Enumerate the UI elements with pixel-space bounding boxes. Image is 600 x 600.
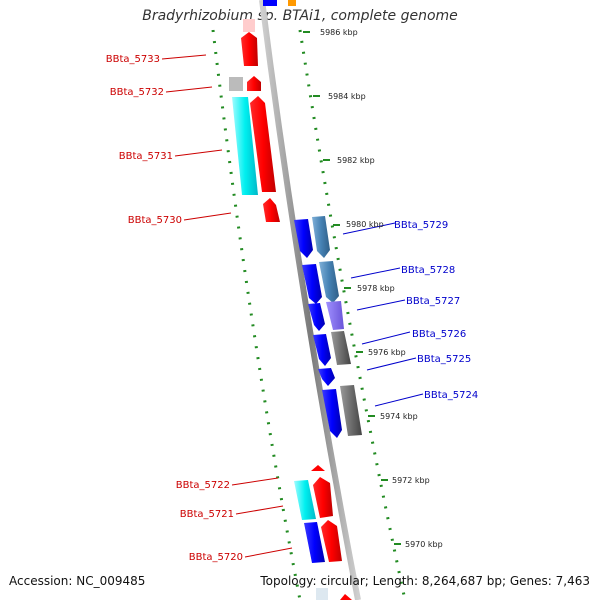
gene-label-bbta-5729: BBta_5729 xyxy=(394,220,448,231)
gene-bbta-5720 xyxy=(321,520,342,562)
gene-label-bbta-5722: BBta_5722 xyxy=(176,480,230,491)
gene-label-bbta-5732: BBta_5732 xyxy=(110,87,164,98)
gene-label-bbta-5733: BBta_5733 xyxy=(106,54,160,65)
gene-label-bbta-5727: BBta_5727 xyxy=(406,296,460,307)
tick-label: 5976 kbp xyxy=(368,348,406,357)
gene-label-bbta-5728: BBta_5728 xyxy=(401,265,455,276)
tick-label: 5974 kbp xyxy=(380,412,418,421)
gene-bbta-5726 xyxy=(331,331,351,365)
forward-strand-genes xyxy=(294,216,362,438)
gene-label-bbta-5721: BBta_5721 xyxy=(180,509,234,520)
gene-bbta-5728 xyxy=(319,261,339,303)
forward-gene-labels: BBta_5729 BBta_5728 BBta_5727 BBta_5726 … xyxy=(394,220,478,401)
gene-label-bbta-5726: BBta_5726 xyxy=(412,329,466,340)
accession-text: Accession: NC_009485 xyxy=(9,574,146,588)
gene-bottom-red xyxy=(340,594,352,600)
reverse-gene-labels: BBta_5733 BBta_5732 BBta_5731 BBta_5730 … xyxy=(106,54,243,563)
tick-label: 5982 kbp xyxy=(337,156,375,165)
leader-lines xyxy=(161,54,424,558)
gene-label-bbta-5731: BBta_5731 xyxy=(119,151,173,162)
gene-blue-2 xyxy=(302,264,322,304)
reverse-strand-genes xyxy=(229,19,352,600)
topology-text: Topology: circular; Length: 8,264,687 bp… xyxy=(260,574,590,588)
tick-labels: 5986 kbp 5984 kbp 5982 kbp 5980 kbp 5978… xyxy=(320,28,443,549)
gene-blue-4 xyxy=(313,334,331,366)
gene-label-bbta-5725: BBta_5725 xyxy=(417,354,471,365)
gene-bbta-5724 xyxy=(340,385,362,436)
gene-top-blue xyxy=(263,0,277,6)
tick-label: 5980 kbp xyxy=(346,220,384,229)
gene-gray-small xyxy=(229,77,243,91)
gene-bbta-5733-pink xyxy=(243,19,255,32)
tick-label: 5986 kbp xyxy=(320,28,358,37)
gene-bbta-5730 xyxy=(263,198,280,222)
gene-label-bbta-5730: BBta_5730 xyxy=(128,215,182,226)
gene-bbta-5722 xyxy=(313,477,333,518)
gene-bbta-5731-cyan xyxy=(232,97,258,195)
gene-bbta-5722-cyan xyxy=(294,480,316,520)
tick-label: 5984 kbp xyxy=(328,92,366,101)
gene-bottom-pale xyxy=(316,588,328,600)
tick-marks xyxy=(303,31,401,545)
gene-bbta-5731 xyxy=(250,96,276,192)
map-title: Bradyrhizobium sp. BTAi1, complete genom… xyxy=(142,8,458,24)
tick-label: 5972 kbp xyxy=(392,476,430,485)
gene-bbta-5732 xyxy=(247,76,261,91)
gene-blue-5 xyxy=(318,368,335,386)
gene-bbta-5729 xyxy=(312,216,330,258)
gene-label-bbta-5724: BBta_5724 xyxy=(424,390,478,401)
tick-label: 5970 kbp xyxy=(405,540,443,549)
gene-bbta-5722-small xyxy=(311,465,325,471)
gene-blue-6 xyxy=(322,389,342,438)
gene-label-bbta-5720: BBta_5720 xyxy=(189,552,243,563)
gene-bbta-5721-blue xyxy=(304,522,325,563)
gene-bbta-5733 xyxy=(241,32,258,66)
gene-bbta-5727 xyxy=(326,301,344,330)
gene-blue-1 xyxy=(294,219,313,258)
tick-label: 5978 kbp xyxy=(357,284,395,293)
gene-top-orange xyxy=(288,0,296,6)
gene-blue-3 xyxy=(308,303,325,331)
genome-backbone xyxy=(259,0,361,600)
